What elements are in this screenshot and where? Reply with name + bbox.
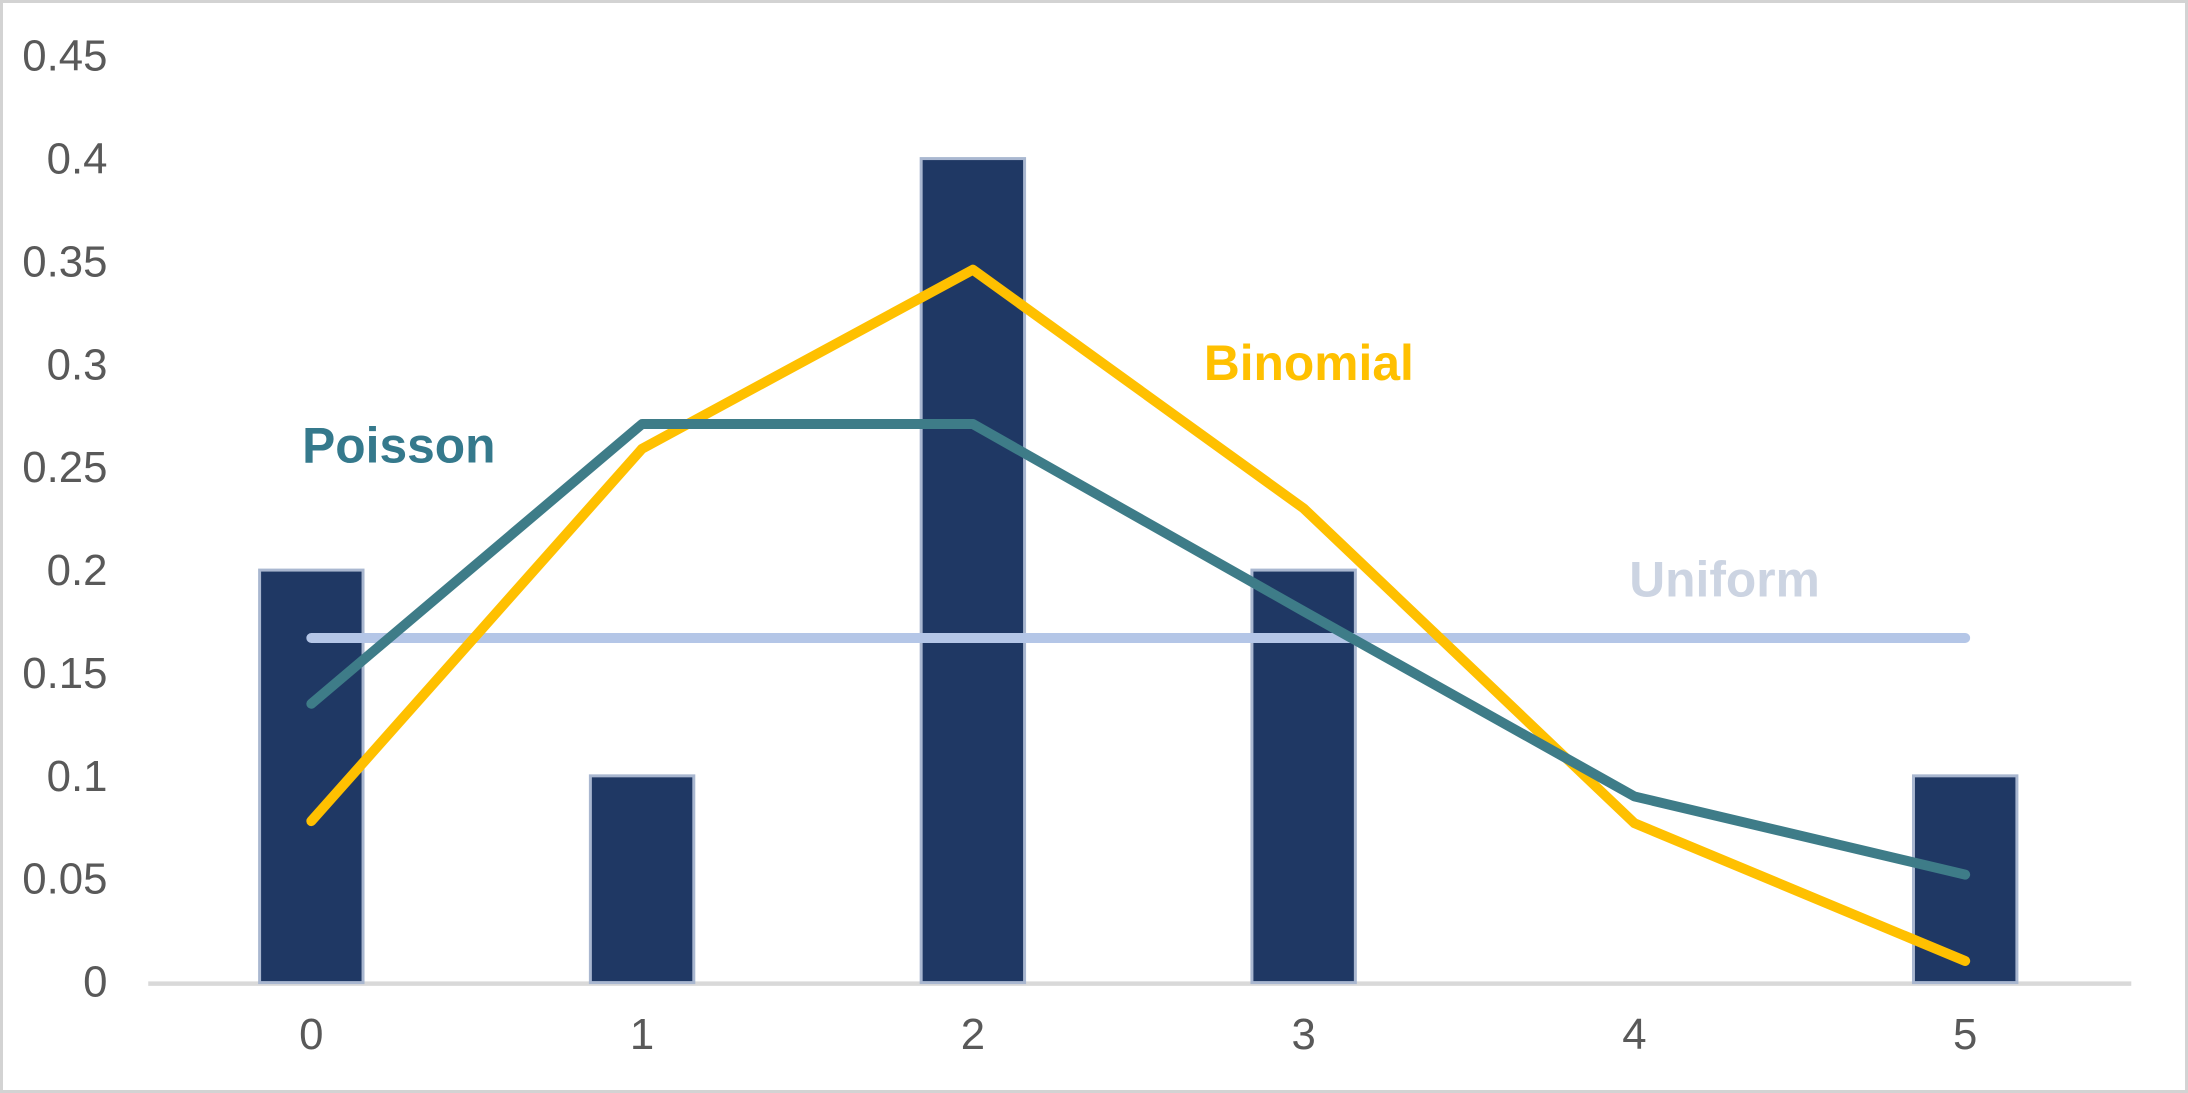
x-tick-label-3: 3 <box>1291 1010 1315 1059</box>
y-tick-label-0.4: 0.4 <box>47 135 108 184</box>
poisson-line <box>306 419 1971 880</box>
x-tick-label-5: 5 <box>1953 1010 1977 1059</box>
y-tick-label-0.35: 0.35 <box>22 237 107 286</box>
y-tick-label-0.3: 0.3 <box>47 340 108 389</box>
series-label-poisson: Poisson <box>302 417 495 473</box>
y-tick-label-0.15: 0.15 <box>22 649 107 698</box>
x-tick-label-1: 1 <box>630 1010 654 1059</box>
y-tick-label-0: 0 <box>83 958 107 1007</box>
x-tick-label-0: 0 <box>299 1010 323 1059</box>
series-label-binomial: Binomial <box>1204 335 1414 391</box>
y-tick-label-0.05: 0.05 <box>22 855 107 904</box>
y-tick-label-0.25: 0.25 <box>22 443 107 492</box>
bar-x2 <box>919 157 1027 985</box>
y-tick-label-0.2: 0.2 <box>47 546 108 595</box>
y-tick-label-0.45: 0.45 <box>22 32 107 81</box>
distribution-combo-chart: Uniform Binomial Poisson 0 0.05 0.1 0.15 0.2 0.2… <box>22 32 2132 1059</box>
x-tick-label-4: 4 <box>1622 1010 1646 1059</box>
x-tick-label-2: 2 <box>961 1010 985 1059</box>
series-label-uniform: Uniform <box>1629 552 1820 608</box>
binomial-line <box>306 264 1971 966</box>
bar-x1 <box>588 774 696 985</box>
y-tick-label-0.1: 0.1 <box>47 752 108 801</box>
